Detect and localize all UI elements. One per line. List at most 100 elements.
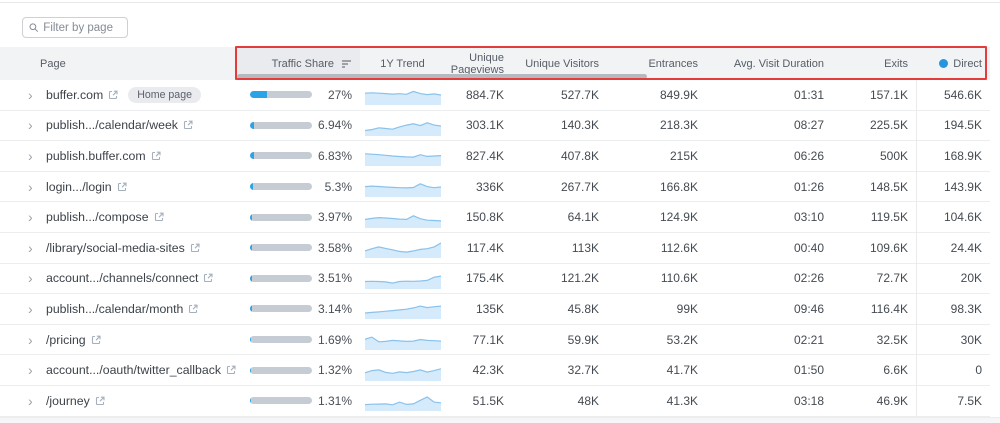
chevron-right-icon[interactable]: › — [28, 300, 33, 317]
page-link[interactable]: account.../channels/connect — [46, 271, 214, 285]
avg-visit-duration-value: 01:26 — [793, 179, 824, 194]
column-header-unique-visitors[interactable]: Unique Visitors — [525, 57, 599, 70]
column-header-direct[interactable]: Direct — [916, 47, 990, 80]
chevron-right-icon[interactable]: › — [28, 117, 33, 134]
unique-pageviews-value: 827.4K — [465, 148, 504, 163]
entrances-value: 215K — [669, 148, 698, 163]
unique-pageviews-value: 117.4K — [466, 240, 504, 255]
table-row[interactable]: › /journey 1.31% 51.5K 48K 41.3K 03:18 4… — [0, 385, 990, 417]
table-row[interactable]: › publish.../compose 3.97% 150.8K 64.1K … — [0, 202, 990, 233]
page-link[interactable]: publish.../compose — [46, 210, 164, 224]
direct-value: 20K — [960, 271, 982, 286]
traffic-share-percent: 27% — [327, 87, 352, 102]
traffic-share-percent: 3.51% — [317, 271, 352, 286]
page-name: login.../login — [46, 179, 112, 194]
chevron-right-icon[interactable]: › — [28, 178, 33, 195]
avg-visit-duration-value: 06:26 — [793, 148, 824, 163]
page-filter[interactable] — [22, 17, 128, 38]
traffic-share-bar — [250, 274, 312, 282]
trend-sparkline — [364, 91, 441, 106]
page-link[interactable]: /library/social-media-sites — [46, 241, 200, 255]
page-name: account.../oauth/twitter_callback — [46, 363, 221, 378]
traffic-share-cell: 3.97% — [237, 202, 360, 232]
exits-value: 46.9K — [876, 393, 908, 408]
column-header-entrances[interactable]: Entrances — [648, 57, 698, 70]
page-name: publish.buffer.com — [46, 148, 146, 163]
column-header-page[interactable]: Page — [40, 57, 66, 70]
traffic-share-cell: 3.51% — [237, 264, 360, 294]
entrances-value: 99K — [676, 301, 698, 316]
table-row[interactable]: › /library/social-media-sites 3.58% 117.… — [0, 232, 990, 264]
trend-cell — [360, 264, 445, 294]
entrances-value: 41.3K — [666, 393, 698, 408]
traffic-share-cell: 27% — [237, 80, 360, 110]
traffic-share-percent: 1.31% — [317, 393, 352, 408]
table-row[interactable]: › publish.../calendar/month 3.14% 135K 4… — [0, 294, 990, 325]
table-row[interactable]: › publish.buffer.com 6.83% 827.4K 407.8K… — [0, 141, 990, 172]
page-link[interactable]: publish.buffer.com — [46, 149, 161, 163]
trend-sparkline — [364, 396, 441, 412]
chevron-right-icon[interactable]: › — [28, 239, 33, 256]
page-name: publish.../calendar/week — [46, 118, 178, 133]
unique-visitors-value: 140.3K — [560, 118, 599, 133]
page-name: /library/social-media-sites — [46, 240, 185, 255]
avg-visit-duration-value: 08:27 — [793, 118, 824, 133]
bottom-strip — [0, 416, 1000, 423]
chevron-right-icon[interactable]: › — [28, 331, 33, 348]
column-header-1y-trend[interactable]: 1Y Trend — [380, 57, 425, 70]
page-link[interactable]: buffer.com — [46, 88, 118, 102]
traffic-share-cell: 1.31% — [237, 386, 360, 416]
column-header-unique-pageviews[interactable]: Unique Pageviews — [450, 51, 504, 76]
external-link-icon — [109, 90, 118, 99]
trend-sparkline — [364, 122, 441, 136]
avg-visit-duration-value: 03:10 — [793, 210, 824, 225]
page-link[interactable]: login.../login — [46, 180, 127, 194]
traffic-share-cell: 1.69% — [237, 325, 360, 355]
traffic-share-bar-fill — [250, 336, 252, 344]
table-row[interactable]: › buffer.com Home page 27% 884.7K 527.7K… — [0, 80, 990, 111]
page-link[interactable]: publish.../calendar/month — [46, 302, 198, 316]
table-row[interactable]: › login.../login 5.3% 336K 267.7K 166.8K… — [0, 171, 990, 203]
trend-sparkline — [364, 183, 441, 198]
entrances-value: 41.7K — [666, 363, 698, 378]
traffic-share-bar — [250, 397, 312, 405]
unique-visitors-value: 407.8K — [560, 148, 599, 163]
unique-visitors-value: 48K — [577, 393, 599, 408]
column-header-exits[interactable]: Exits — [884, 57, 908, 70]
unique-pageviews-value: 135K — [475, 301, 504, 316]
direct-value: 104.6K — [943, 210, 982, 225]
traffic-share-percent: 1.32% — [317, 363, 352, 378]
chevron-right-icon[interactable]: › — [28, 209, 33, 226]
column-header-avg-visit-duration[interactable]: Avg. Visit Duration — [733, 57, 824, 70]
trend-cell — [360, 355, 445, 385]
chevron-right-icon[interactable]: › — [28, 362, 33, 379]
toolbar — [0, 0, 1000, 47]
filter-by-page-input[interactable] — [43, 21, 121, 34]
unique-visitors-value: 45.8K — [567, 301, 599, 316]
avg-visit-duration-value: 02:26 — [793, 271, 824, 286]
trend-sparkline — [364, 242, 441, 259]
traffic-share-bar-fill — [250, 91, 267, 99]
external-link-icon — [91, 335, 101, 344]
chevron-right-icon[interactable]: › — [28, 270, 33, 287]
horizontal-scrollbar-thumb[interactable] — [237, 74, 647, 79]
page-link[interactable]: account.../oauth/twitter_callback — [46, 363, 236, 377]
table-row[interactable]: › account.../oauth/twitter_callback 1.32… — [0, 355, 990, 386]
table-row[interactable]: › account.../channels/connect 3.51% 175.… — [0, 263, 990, 295]
page-link[interactable]: publish.../calendar/week — [46, 118, 193, 132]
entrances-value: 849.9K — [659, 87, 698, 102]
traffic-share-cell: 1.32% — [237, 355, 360, 385]
table-body: › buffer.com Home page 27% 884.7K 527.7K… — [0, 80, 1000, 417]
chevron-right-icon[interactable]: › — [28, 86, 33, 103]
page-link[interactable]: /journey — [46, 394, 105, 408]
external-link-icon — [183, 121, 193, 130]
table-row[interactable]: › /pricing 1.69% 77.1K 59.9K 53.2K 02:21… — [0, 324, 990, 356]
chevron-right-icon[interactable]: › — [28, 392, 33, 409]
traffic-share-percent: 3.97% — [317, 210, 352, 225]
trend-cell — [360, 325, 445, 355]
chevron-right-icon[interactable]: › — [28, 147, 33, 164]
page-link[interactable]: /pricing — [46, 333, 101, 347]
table-row[interactable]: › publish.../calendar/week 6.94% 303.1K … — [0, 110, 990, 142]
page-name: /journey — [46, 393, 90, 408]
